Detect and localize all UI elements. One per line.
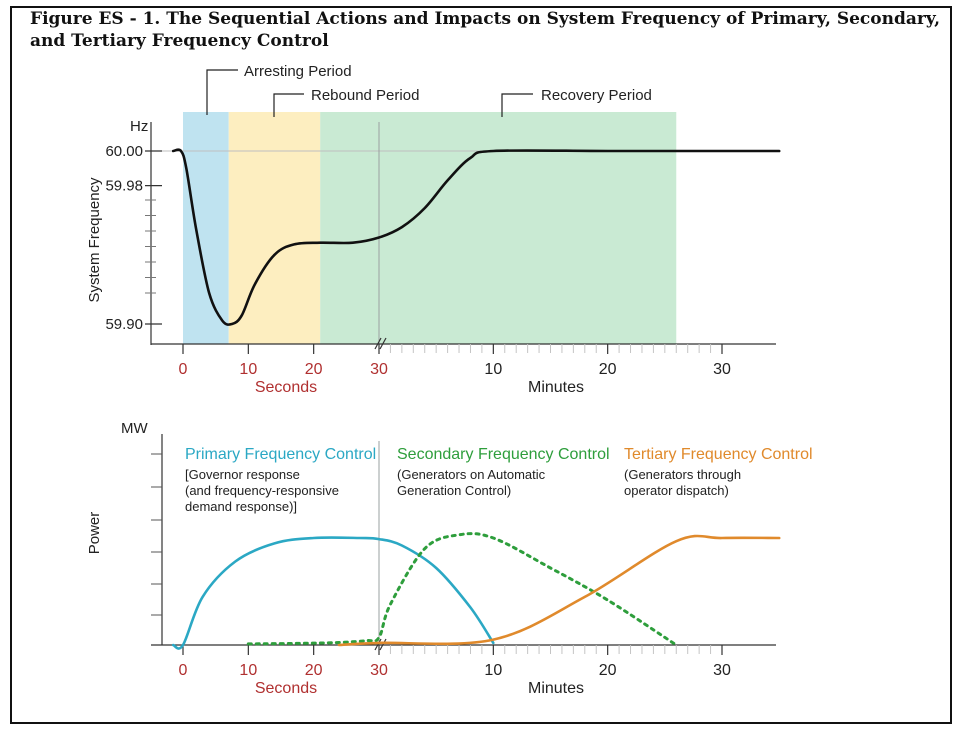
- primary-label-group: Primary Frequency Control [Governor resp…: [185, 446, 376, 514]
- frequency-sec-tick-label-3: 30: [370, 361, 388, 378]
- period-band-3: [320, 112, 677, 344]
- power-x-axis: 0 10 20 30 10 20 30 Seconds Minutes: [151, 638, 776, 697]
- period-bands: [183, 112, 677, 344]
- primary-note-line-3: demand response)]: [185, 499, 297, 514]
- arresting-period-callout: Arresting Period: [206, 63, 352, 115]
- recovery-period-callout: Recovery Period: [501, 87, 652, 117]
- power-sec-tick-label-2: 20: [305, 662, 323, 679]
- power-y-axis-label: Power: [86, 512, 103, 555]
- frequency-chart: Arresting Period Rebound Period Recovery…: [86, 63, 781, 396]
- power-axis-break-1: [374, 638, 382, 651]
- power-sec-tick-label-0: 0: [179, 662, 188, 679]
- power-min-tick-label-1: 20: [599, 662, 617, 679]
- frequency-y-axis-label: System Frequency: [86, 177, 103, 303]
- recovery-period-label: Recovery Period: [541, 87, 652, 104]
- tertiary-note-line-2: operator dispatch): [624, 483, 729, 498]
- frequency-axis-break-1: [374, 337, 382, 350]
- frequency-min-tick-label-1: 20: [599, 361, 617, 378]
- primary-note-line-1: [Governor response: [185, 467, 300, 482]
- power-minutes-label: Minutes: [528, 680, 584, 697]
- frequency-min-tick-label-2: 30: [713, 361, 731, 378]
- tertiary-note-line-1: (Generators through: [624, 467, 741, 482]
- secondary-note-line-1: (Generators on Automatic: [397, 467, 546, 482]
- frequency-seconds-label: Seconds: [255, 379, 317, 396]
- power-y-unit: MW: [121, 420, 148, 437]
- frequency-axis-break-2: [379, 337, 387, 350]
- primary-control-curve: [171, 536, 495, 650]
- power-min-tick-label-2: 30: [713, 662, 731, 679]
- secondary-note-line-2: Generation Control): [397, 483, 511, 498]
- figure-frame: [10, 6, 952, 724]
- primary-note-line-2: (and frequency-responsive: [185, 483, 339, 498]
- period-band-1: [183, 112, 229, 344]
- frequency-sec-tick-label-1: 10: [239, 361, 257, 378]
- rebound-period-label: Rebound Period: [311, 87, 419, 104]
- frequency-ytick-label-0: 60.00: [105, 143, 143, 160]
- tertiary-series-label: Tertiary Frequency Control: [624, 446, 813, 463]
- period-labels: Arresting Period Rebound Period Recovery…: [206, 63, 652, 117]
- frequency-sec-tick-label-2: 20: [305, 361, 323, 378]
- frequency-ytick-label-1: 59.98: [105, 178, 143, 195]
- frequency-min-tick-label-0: 10: [484, 361, 502, 378]
- power-sec-tick-label-3: 30: [370, 662, 388, 679]
- arresting-period-label: Arresting Period: [244, 63, 352, 80]
- frequency-x-axis: 0 10 20 30 10 20 30 Seconds Minutes: [151, 337, 776, 396]
- power-y-ticks: [151, 453, 162, 646]
- secondary-label-group: Secondary Frequency Control (Generators …: [397, 446, 610, 498]
- power-min-tick-label-0: 10: [484, 662, 502, 679]
- power-sec-tick-label-1: 10: [239, 662, 257, 679]
- frequency-minutes-label: Minutes: [528, 379, 584, 396]
- frequency-y-minor-ticks: [145, 199, 156, 294]
- secondary-series-label: Secondary Frequency Control: [397, 446, 610, 463]
- figure-title: Figure ES - 1. The Sequential Actions an…: [30, 9, 940, 51]
- secondary-control-curve: [246, 532, 678, 647]
- frequency-curve: [171, 148, 781, 326]
- tertiary-control-curve: [337, 534, 781, 647]
- frequency-sec-tick-label-0: 0: [179, 361, 188, 378]
- power-axis-break-2: [379, 638, 387, 651]
- frequency-y-unit: Hz: [130, 118, 148, 135]
- power-seconds-label: Seconds: [255, 680, 317, 697]
- primary-series-label: Primary Frequency Control: [185, 446, 376, 463]
- frequency-y-ticks: 60.00 59.98 59.90: [105, 143, 162, 333]
- power-chart: MW Power 0 10 20 30 10 20 30 Seconds Minutes Pri…: [86, 420, 813, 697]
- tertiary-label-group: Tertiary Frequency Control (Generators t…: [624, 446, 813, 498]
- frequency-ytick-label-2: 59.90: [105, 316, 143, 333]
- rebound-period-callout: Rebound Period: [273, 87, 419, 117]
- period-band-2: [228, 112, 321, 344]
